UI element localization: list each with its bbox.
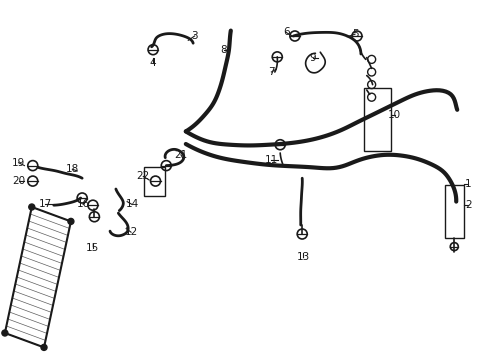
Text: 21: 21	[174, 150, 187, 160]
Text: 3: 3	[191, 31, 198, 41]
Text: 1: 1	[464, 179, 471, 189]
Text: 17: 17	[39, 199, 52, 210]
Text: 15: 15	[86, 243, 100, 253]
Bar	[144, 167, 164, 196]
Text: 22: 22	[136, 171, 150, 181]
Text: 5: 5	[351, 29, 358, 39]
Text: 4: 4	[149, 58, 156, 68]
Bar	[364, 88, 390, 151]
Circle shape	[2, 330, 8, 336]
Text: 2: 2	[464, 200, 471, 210]
Text: 10: 10	[387, 110, 400, 120]
Text: 7: 7	[267, 67, 274, 77]
Text: 14: 14	[125, 199, 139, 210]
Circle shape	[68, 219, 74, 224]
Text: 8: 8	[220, 45, 227, 55]
Text: 19: 19	[12, 158, 25, 168]
Text: 16: 16	[76, 199, 90, 210]
Circle shape	[41, 345, 47, 350]
Text: 12: 12	[124, 227, 138, 237]
Bar	[444, 185, 463, 238]
Text: 20: 20	[12, 176, 25, 186]
Circle shape	[29, 204, 35, 210]
Text: 13: 13	[296, 252, 309, 262]
Text: 11: 11	[264, 155, 278, 165]
Text: 6: 6	[282, 27, 289, 37]
Text: 9: 9	[309, 53, 316, 63]
Text: 18: 18	[65, 164, 79, 174]
